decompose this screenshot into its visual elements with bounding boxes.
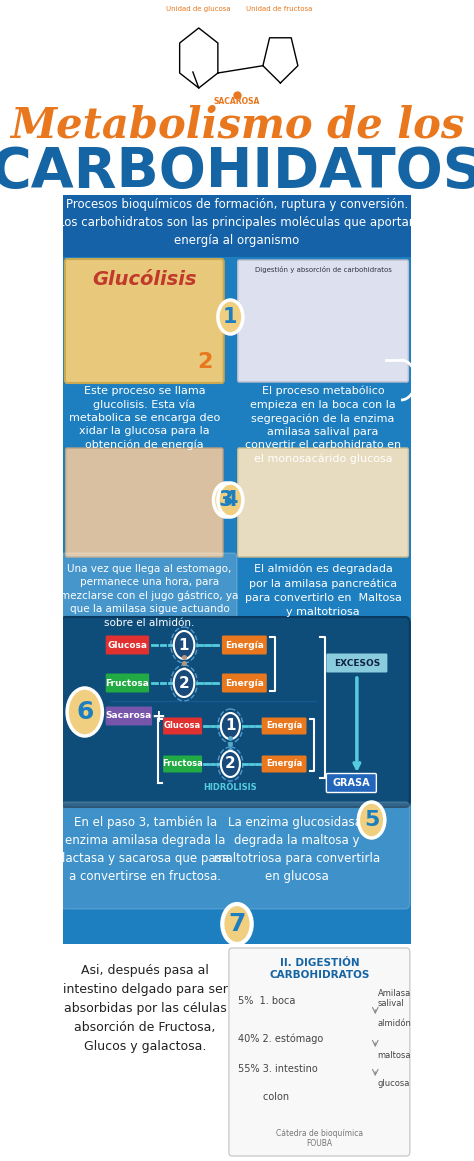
Text: 7: 7: [228, 913, 246, 936]
Text: Fructosa: Fructosa: [106, 678, 149, 687]
Text: Cátedra de bioquímica
FOUBA: Cátedra de bioquímica FOUBA: [276, 1128, 363, 1148]
Text: Amilasa
salival: Amilasa salival: [377, 989, 410, 1009]
FancyBboxPatch shape: [63, 195, 411, 257]
Text: La enzima glucosidasa,
degrada la maltosa y
maltotriosa para convertirla
en gluc: La enzima glucosidasa, degrada la maltos…: [213, 816, 380, 884]
FancyBboxPatch shape: [65, 448, 223, 557]
Text: EXCESOS: EXCESOS: [334, 658, 380, 668]
FancyBboxPatch shape: [238, 448, 409, 557]
Text: 1: 1: [223, 307, 237, 327]
Text: 5: 5: [364, 810, 379, 830]
Text: Este proceso se llama
glucolisis. Esta vía
metabolica se encarga deo
xidar la gl: Este proceso se llama glucolisis. Esta v…: [69, 385, 220, 450]
Text: 2: 2: [225, 757, 236, 772]
Circle shape: [213, 483, 238, 517]
FancyBboxPatch shape: [65, 259, 224, 383]
Circle shape: [67, 688, 102, 736]
FancyBboxPatch shape: [106, 635, 149, 655]
Circle shape: [174, 669, 194, 697]
Text: colon: colon: [238, 1093, 289, 1102]
Text: Unidad de fructosa: Unidad de fructosa: [246, 6, 313, 12]
Circle shape: [221, 751, 240, 777]
Text: SACAROSA: SACAROSA: [214, 98, 260, 106]
Text: Metabolismo de los: Metabolismo de los: [10, 104, 464, 147]
FancyBboxPatch shape: [61, 802, 410, 909]
FancyBboxPatch shape: [63, 944, 411, 1161]
FancyBboxPatch shape: [327, 654, 387, 672]
Text: +: +: [151, 708, 165, 726]
Text: Energía: Energía: [266, 721, 302, 730]
FancyBboxPatch shape: [106, 707, 152, 726]
Text: Glucosa: Glucosa: [108, 641, 147, 649]
FancyBboxPatch shape: [63, 195, 411, 1161]
Text: Sacarosa: Sacarosa: [106, 712, 152, 721]
Text: Unidad de glucosa: Unidad de glucosa: [166, 6, 231, 12]
Text: almidón: almidón: [377, 1019, 411, 1027]
Text: El proceso metabólico
empieza en la boca con la
segregación de la enzima
amilasa: El proceso metabólico empieza en la boca…: [245, 385, 401, 464]
Text: Energía: Energía: [225, 678, 264, 687]
Text: 2: 2: [197, 352, 213, 372]
FancyBboxPatch shape: [61, 616, 410, 807]
Text: 6: 6: [76, 700, 93, 724]
Text: 4: 4: [223, 490, 237, 510]
FancyBboxPatch shape: [262, 717, 307, 735]
Text: 2: 2: [179, 676, 190, 691]
Text: El almidón es degradada
por la amilasa pancreática
para convertirlo en  Maltosa
: El almidón es degradada por la amilasa p…: [245, 564, 401, 618]
Circle shape: [221, 713, 240, 740]
FancyBboxPatch shape: [106, 673, 149, 692]
FancyBboxPatch shape: [163, 756, 202, 772]
Text: maltosa: maltosa: [377, 1051, 411, 1060]
Text: 1: 1: [225, 719, 236, 734]
Circle shape: [174, 630, 194, 659]
Text: CARBOHIDATOS: CARBOHIDATOS: [0, 145, 474, 199]
Text: Procesos bioquímicos de formación, ruptura y conversión.
Los carbohidratos son l: Procesos bioquímicos de formación, ruptu…: [58, 199, 416, 247]
Circle shape: [222, 904, 252, 944]
Circle shape: [358, 802, 385, 838]
Text: Fructosa: Fructosa: [162, 759, 203, 769]
Text: GRASA: GRASA: [332, 778, 370, 788]
Text: II. DIGESTIÓN
CARBOHIDRATOS: II. DIGESTIÓN CARBOHIDRATOS: [269, 958, 370, 980]
Text: 1: 1: [179, 637, 189, 652]
Text: Una vez que llega al estomago,
permanece una hora, para
mezclarse con el jugo gá: Una vez que llega al estomago, permanece…: [60, 564, 239, 627]
FancyBboxPatch shape: [62, 553, 237, 646]
FancyBboxPatch shape: [222, 673, 267, 692]
Text: 55% 3. intestino: 55% 3. intestino: [238, 1063, 318, 1074]
Text: 3: 3: [219, 490, 233, 510]
Text: Glucosa: Glucosa: [164, 721, 201, 730]
Text: Digestión y absorción de carbohidratos: Digestión y absorción de carbohidratos: [255, 266, 392, 273]
Text: Energía: Energía: [266, 759, 302, 769]
FancyBboxPatch shape: [262, 756, 307, 772]
Text: HIDRÓLISIS: HIDRÓLISIS: [203, 783, 257, 792]
FancyBboxPatch shape: [238, 260, 409, 382]
Circle shape: [218, 483, 243, 517]
Text: Asi, después pasa al
intestino delgado para ser
absorbidas por las células
absor: Asi, después pasa al intestino delgado p…: [63, 964, 228, 1053]
FancyBboxPatch shape: [327, 773, 376, 793]
Text: 40% 2. estómago: 40% 2. estómago: [238, 1034, 323, 1045]
Text: glucosa: glucosa: [377, 1079, 410, 1088]
Text: Energía: Energía: [225, 641, 264, 649]
Text: Glucólisis: Glucólisis: [92, 271, 197, 289]
FancyBboxPatch shape: [163, 717, 202, 735]
Text: 5%  1. boca: 5% 1. boca: [238, 996, 295, 1005]
FancyBboxPatch shape: [222, 635, 267, 655]
Text: En el paso 3, también la
enzima amilasa degrada la
lactasa y sacarosa que pasa
a: En el paso 3, también la enzima amilasa …: [62, 816, 228, 884]
Circle shape: [218, 300, 243, 334]
FancyBboxPatch shape: [229, 949, 410, 1156]
